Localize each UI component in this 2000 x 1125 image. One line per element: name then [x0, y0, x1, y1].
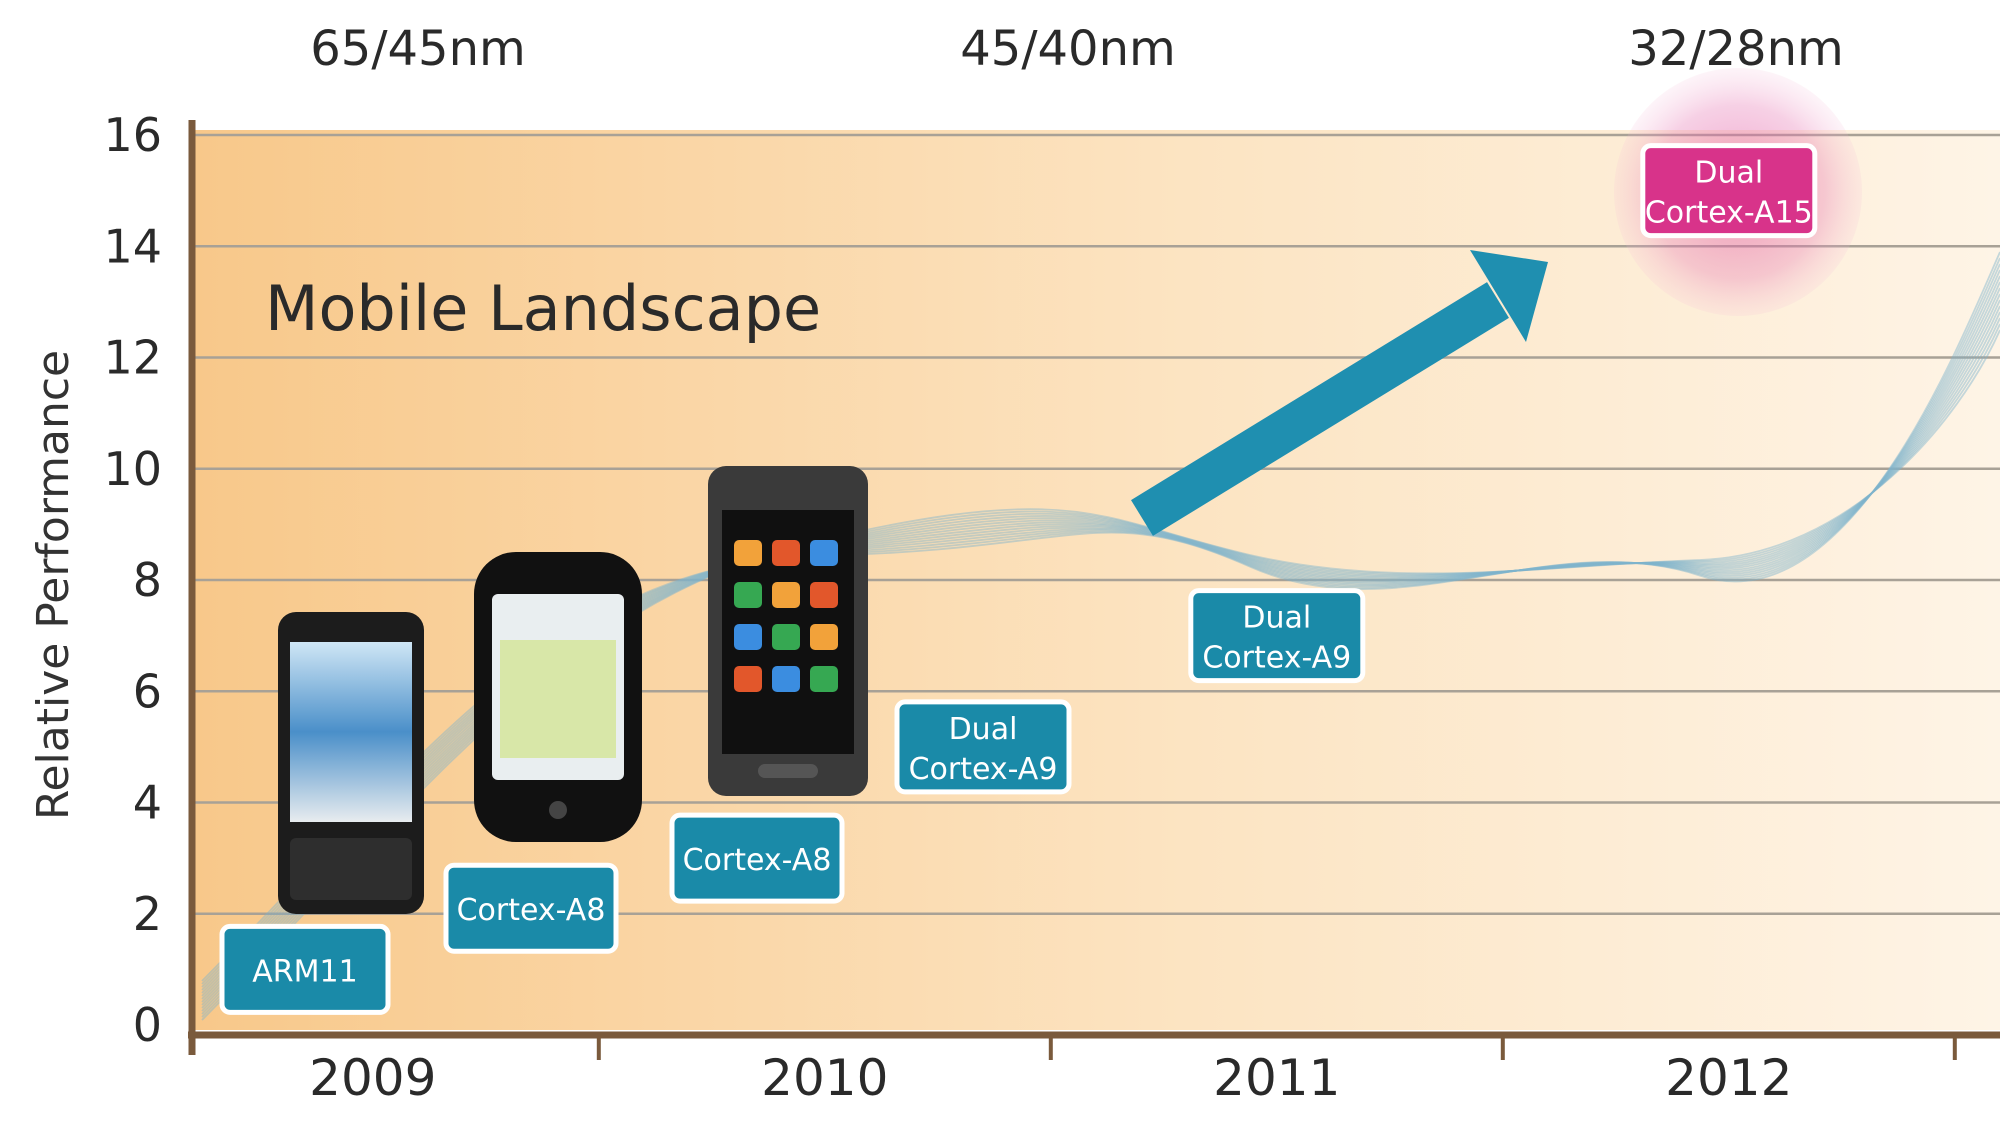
data-point-label: Cortex-A9	[1202, 641, 1351, 676]
data-point-label: Dual	[1694, 156, 1763, 191]
x-tick-label: 2010	[761, 1049, 888, 1107]
data-point-label: Cortex-A8	[457, 893, 606, 928]
process-node-label: 32/28nm	[1628, 21, 1844, 77]
data-point-box	[894, 699, 1072, 795]
data-point: Dual Cortex-A15	[1640, 143, 1818, 239]
data-point: Cortex-A8	[669, 812, 845, 904]
data-point-label: Cortex-A9	[909, 752, 1058, 787]
data-point-box	[669, 812, 845, 904]
trend-arrow	[1131, 250, 1548, 536]
y-axis-label: Relative Performance	[28, 350, 79, 820]
data-point: ARM11	[219, 923, 391, 1015]
y-tick-label: 12	[103, 331, 162, 385]
data-points: ARM11Cortex-A8Cortex-A8DualCortex-A9Dual…	[219, 143, 1818, 1015]
y-tick-label: 14	[103, 219, 162, 273]
chart-title: Mobile Landscape	[265, 272, 821, 345]
data-point-box	[1188, 588, 1366, 684]
data-point-box	[443, 862, 619, 954]
data-point-label: Cortex-A15	[1645, 196, 1813, 231]
data-point-box	[1640, 143, 1818, 239]
y-tick-label: 16	[103, 108, 162, 162]
process-node-label: 65/45nm	[310, 21, 526, 77]
phone-image-3	[708, 466, 868, 796]
y-tick-label: 0	[133, 998, 162, 1052]
y-tick-label: 4	[133, 776, 162, 830]
y-tick-label: 6	[133, 664, 162, 718]
y-tick-label: 8	[133, 553, 162, 607]
data-point: Dual Cortex-A9	[1188, 588, 1366, 684]
x-tick-label: 2011	[1213, 1049, 1340, 1107]
process-node-labels: 65/45nm 45/40nm 32/28nm	[310, 21, 1844, 77]
data-point-label: Cortex-A8	[683, 843, 832, 878]
data-point-label: Dual	[949, 712, 1018, 747]
data-point-label: Dual	[1242, 601, 1311, 636]
y-tick-label: 10	[103, 442, 162, 496]
data-point: Dual Cortex-A9	[894, 699, 1072, 795]
phone-image-1	[278, 612, 424, 914]
phone-image-2	[474, 552, 642, 842]
y-tick-label: 2	[133, 887, 162, 941]
data-point-label: ARM11	[252, 954, 357, 989]
x-tick-label: 2009	[309, 1049, 436, 1107]
x-tick-labels: 2009 2010 2011 2012	[309, 1035, 1957, 1107]
y-tick-labels: 0 2 4 6 8 10 12 14 16	[103, 108, 162, 1052]
data-point: Cortex-A8	[443, 862, 619, 954]
x-tick-label: 2012	[1665, 1049, 1792, 1107]
process-node-label: 45/40nm	[960, 21, 1176, 77]
data-point-box	[219, 923, 391, 1015]
